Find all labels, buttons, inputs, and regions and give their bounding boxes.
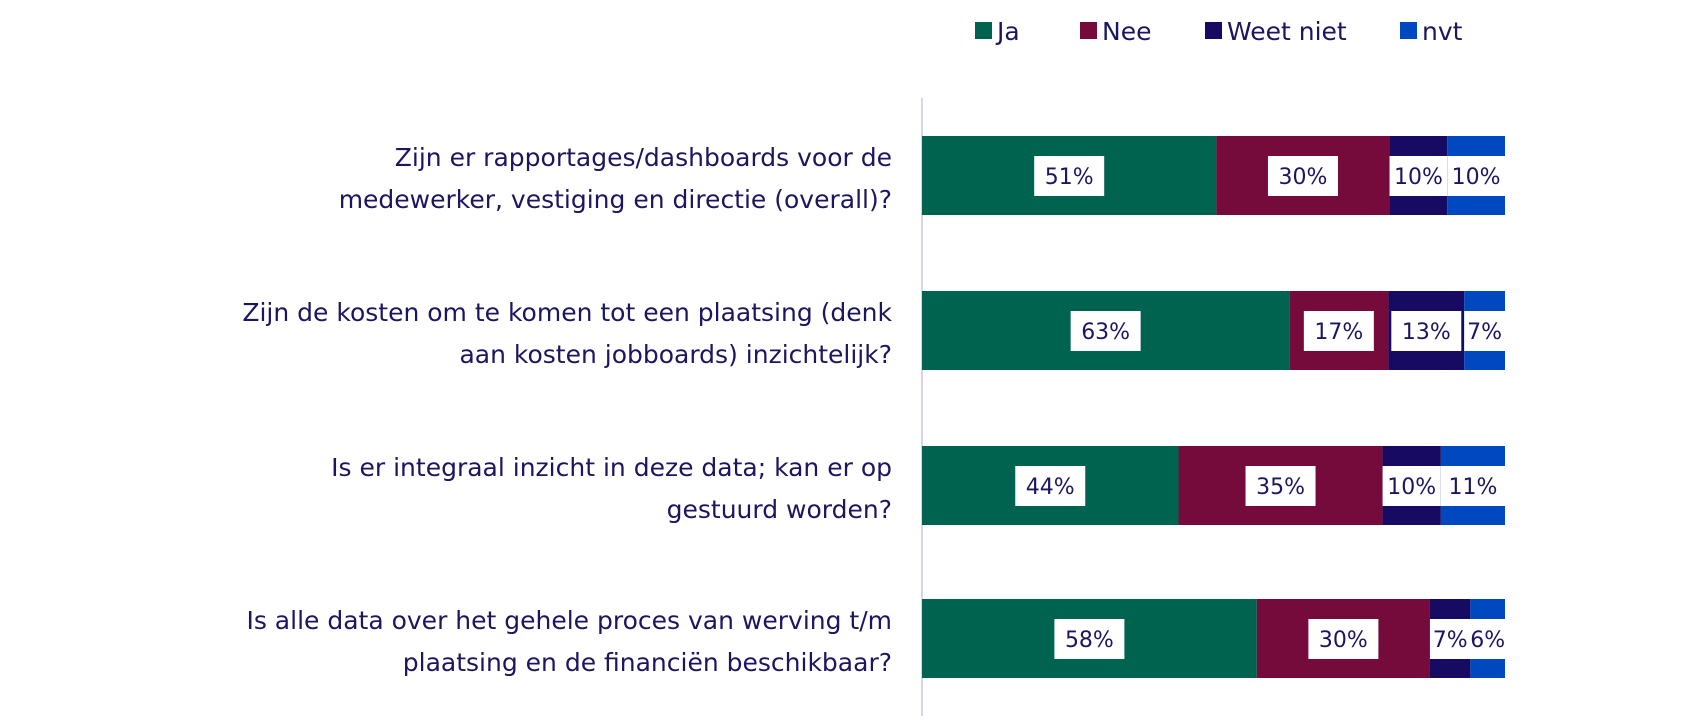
- data-label: 11%: [1448, 475, 1497, 500]
- data-label: 30%: [1279, 165, 1328, 190]
- legend-swatch: [1205, 22, 1222, 39]
- legend-item-ja: Ja: [975, 17, 1020, 46]
- bar-row: Zijn er rapportages/dashboards voor de me…: [339, 136, 1505, 215]
- data-label: 7%: [1433, 628, 1468, 653]
- category-label: plaatsing en de financiën beschikbaar?: [403, 648, 892, 677]
- legend-swatch: [1400, 22, 1417, 39]
- category-label: Zijn er rapportages/dashboards voor de: [395, 143, 892, 172]
- data-label-box: [1070, 311, 1141, 351]
- data-label-box: [1054, 619, 1125, 659]
- data-label-box: [1015, 466, 1086, 506]
- category-label: Zijn de kosten om te komen tot een plaat…: [242, 298, 892, 327]
- data-label-box: [1389, 156, 1448, 196]
- bar-row: Zijn de kosten om te komen tot een plaat…: [242, 291, 1505, 370]
- data-label-box: [1267, 156, 1338, 196]
- category-label: gestuurd worden?: [667, 495, 892, 524]
- data-label: 58%: [1065, 628, 1114, 653]
- bar-row: Is alle data over het gehele proces van …: [246, 599, 1508, 678]
- data-label: 13%: [1402, 320, 1451, 345]
- data-label-box: [1440, 466, 1505, 506]
- data-label: 6%: [1470, 628, 1505, 653]
- data-label-box: [1308, 619, 1379, 659]
- data-label-box: [1447, 156, 1505, 196]
- category-label: Is er integraal inzicht in deze data; ka…: [331, 453, 892, 482]
- legend-swatch: [975, 22, 992, 39]
- data-label: 10%: [1452, 165, 1501, 190]
- data-label: 7%: [1467, 320, 1502, 345]
- legend-item-nvt: nvt: [1400, 17, 1463, 46]
- legend-item-nee: Nee: [1080, 17, 1151, 46]
- data-label-box: [1382, 466, 1441, 506]
- data-label-box: [1245, 466, 1316, 506]
- legend-label: Weet niet: [1227, 17, 1347, 46]
- data-label: 44%: [1026, 475, 1075, 500]
- data-label-box: [1034, 156, 1105, 196]
- data-label: 63%: [1081, 320, 1130, 345]
- data-label-box: [1429, 619, 1471, 659]
- data-label-box: [1464, 311, 1505, 351]
- category-label: medewerker, vestiging en directie (overa…: [339, 185, 892, 214]
- data-label: 35%: [1256, 475, 1305, 500]
- data-label: 51%: [1045, 165, 1094, 190]
- data-label: 30%: [1319, 628, 1368, 653]
- data-label: 17%: [1314, 320, 1363, 345]
- data-label-box: [1391, 311, 1462, 351]
- legend-label: Nee: [1102, 17, 1151, 46]
- category-label: Is alle data over het gehele proces van …: [246, 606, 892, 635]
- category-label: aan kosten jobboards) inzichtelijk?: [459, 340, 892, 369]
- data-label-box: [1303, 311, 1374, 351]
- bar-row: Is er integraal inzicht in deze data; ka…: [331, 446, 1505, 525]
- legend-label: Ja: [995, 17, 1020, 46]
- data-label: 10%: [1387, 475, 1436, 500]
- legend-swatch: [1080, 22, 1097, 39]
- data-label-box: [1467, 619, 1508, 659]
- legend-item-weet-niet: Weet niet: [1205, 17, 1347, 46]
- legend-label: nvt: [1422, 17, 1463, 46]
- data-label: 10%: [1394, 165, 1443, 190]
